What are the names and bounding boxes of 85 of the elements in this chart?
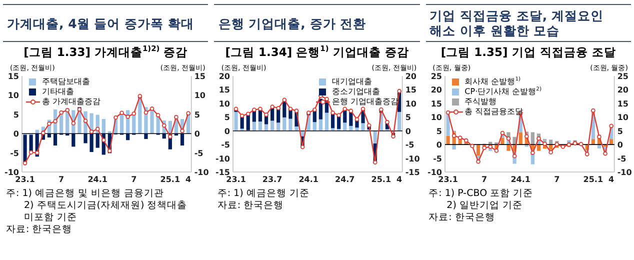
y2-tick-label: 15 — [406, 86, 418, 95]
y2-tick-label: 5 — [194, 110, 200, 120]
y-tick-label: 0 — [13, 130, 20, 139]
x-tick-label: 23.1 — [226, 175, 247, 184]
y2-tick-label: -5 — [194, 148, 204, 158]
y-tick-label: 10 — [430, 113, 442, 122]
y-tick-label: 15 — [430, 99, 442, 108]
x-tick-label: 23.7 — [262, 175, 283, 184]
legend-label: 주식발행 — [464, 97, 497, 107]
text: 주: 1) P-CBO 포함 기준 — [428, 188, 534, 200]
text: 자료: 한국은행 — [216, 200, 285, 212]
x-tick-label: 7 — [131, 175, 137, 184]
y-tick-label: 25 — [430, 72, 442, 81]
y2-tick-label: -15 — [406, 168, 421, 177]
text: 주: 1) 예금은행 및 비은행 금융기관 — [5, 188, 166, 200]
y2-tick-label: 10 — [406, 99, 418, 108]
text: 2) 주택도시기금(자체재원) 정책대출 미포함 기준 — [23, 200, 188, 224]
y2-tick-label: 5 — [616, 126, 623, 136]
y-tick-label: -5 — [10, 148, 20, 158]
y2-tick-label: 5 — [406, 113, 412, 122]
x-tick-label: 4 — [396, 175, 403, 184]
y2-tick-label: 0 — [194, 130, 200, 139]
x-tick-label: 24.1 — [510, 175, 531, 184]
y-tick-label: 0 — [224, 126, 231, 136]
y2-tick-label: 20 — [406, 72, 418, 81]
x-tick-label: 25.1 — [372, 175, 392, 184]
chart-subtitle: 기업 직접금융 조달, 계절요인 해소 이후 원활한 모습 — [426, 4, 631, 42]
x-tick-label: 24.7 — [335, 175, 356, 184]
y2-tick-label: 15 — [194, 72, 206, 81]
x-tick-label: 7 — [481, 175, 487, 184]
legend-label: 대기업대출 — [332, 77, 372, 87]
legend-label: 총 가계대출증감 — [42, 97, 101, 107]
x-tick-label: 4 — [186, 175, 192, 184]
y-tick-label: 5 — [436, 126, 442, 136]
legend-label: 총 직접금융조달 — [464, 107, 524, 117]
y-tick-label: 5 — [224, 113, 231, 122]
legend-label: 기타대출 — [42, 87, 74, 97]
chart-subtitle: 가계대출, 4월 들어 증가폭 확대 — [3, 4, 208, 42]
y2-tick-label: 0 — [616, 140, 623, 150]
chart-title: [그림 1.33] 가계대출$^{1)2)}$ 증감 — [22, 44, 189, 60]
x-tick-label: 4 — [608, 175, 614, 184]
legend-label: 중소기업대출 — [332, 87, 380, 97]
y-tick-label: 10 — [8, 91, 20, 100]
y2-tick-label: -5 — [616, 154, 626, 164]
y2-tick-label: 15 — [616, 99, 629, 108]
y-tick-label: 20 — [219, 72, 231, 81]
x-tick-label: 25.1 — [160, 175, 180, 184]
y-tick-label: -15 — [216, 168, 231, 177]
y2-tick-label: 25 — [616, 72, 629, 81]
y-tick-label: 20 — [430, 86, 442, 95]
y-tick-label: -5 — [221, 140, 231, 150]
x-tick-label: 24.1 — [88, 175, 108, 184]
y-tick-label: 15 — [8, 72, 20, 81]
chart-title: [그림 1.35] 기업 직접금융 조달 — [440, 45, 617, 60]
text: 자료: 한국은행 — [5, 224, 74, 236]
y-tick-label: -10 — [4, 168, 20, 177]
y-tick-label: -10 — [216, 154, 231, 164]
x-tick-label: 7 — [554, 175, 560, 184]
text: 주: 1) 예금은행 기준 — [216, 188, 310, 200]
legend-label: CP·단기사채 순발행$^{2)}$ — [464, 86, 542, 97]
y2-tick-label: -10 — [616, 168, 632, 177]
x-tick-label: 7 — [58, 175, 64, 184]
chart-title: [그림 1.34] 은행$^{1)}$ 기업대출 증감 — [224, 44, 410, 60]
y2-tick-label: 0 — [406, 126, 412, 136]
text: 자료: 한국은행 — [428, 212, 496, 224]
y2-tick-label: 10 — [616, 113, 629, 122]
y2-tick-label: 10 — [194, 91, 206, 100]
x-tick-label: 24.1 — [299, 175, 320, 184]
y-tick-label: 0 — [436, 140, 442, 150]
y2-tick-label: -10 — [194, 168, 210, 177]
y-tick-label: -10 — [427, 168, 442, 177]
y-tick-label: 5 — [13, 110, 20, 120]
x-tick-label: 25.1 — [582, 175, 604, 184]
chart-subtitle: 은행 기업대출, 증가 전환 — [214, 4, 420, 42]
x-tick-label: 23.1 — [438, 175, 458, 184]
y2-tick-label: 20 — [616, 86, 629, 95]
text: 2) 일반기업 기준 — [446, 200, 524, 212]
legend-label: 회사채 순발행$^{1)}$ — [464, 76, 521, 87]
x-tick-label: 23.1 — [15, 175, 36, 184]
y-tick-label: 10 — [219, 99, 231, 108]
y2-tick-label: -10 — [406, 154, 421, 164]
y-tick-label: 15 — [219, 86, 231, 95]
y-tick-label: -5 — [432, 154, 442, 164]
legend-label: 주택담보대출 — [42, 77, 90, 87]
y2-tick-label: -5 — [406, 140, 415, 150]
